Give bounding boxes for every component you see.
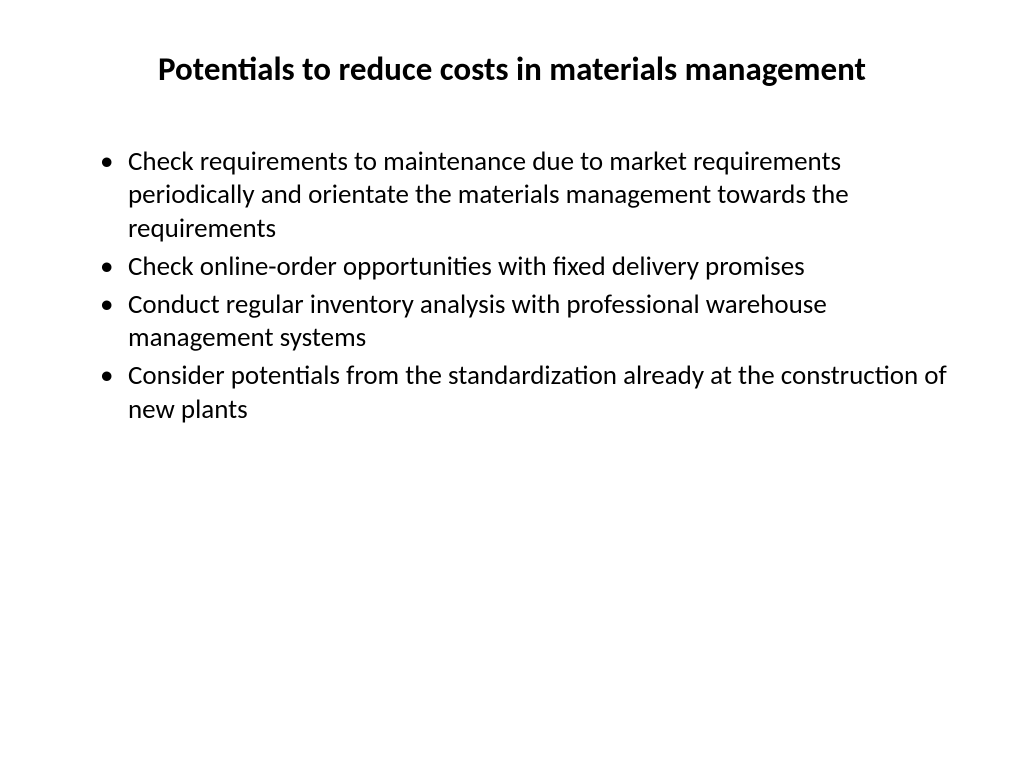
bullet-item: Conduct regular inventory analysis with … [100, 288, 954, 356]
bullet-item: Check requirements to maintenance due to… [100, 145, 954, 246]
slide-title: Potentials to reduce costs in materials … [70, 50, 954, 90]
bullet-item: Consider potentials from the standardiza… [100, 359, 954, 427]
bullet-list: Check requirements to maintenance due to… [70, 145, 954, 427]
bullet-item: Check online-order opportunities with fi… [100, 250, 954, 284]
slide: Potentials to reduce costs in materials … [0, 0, 1024, 768]
